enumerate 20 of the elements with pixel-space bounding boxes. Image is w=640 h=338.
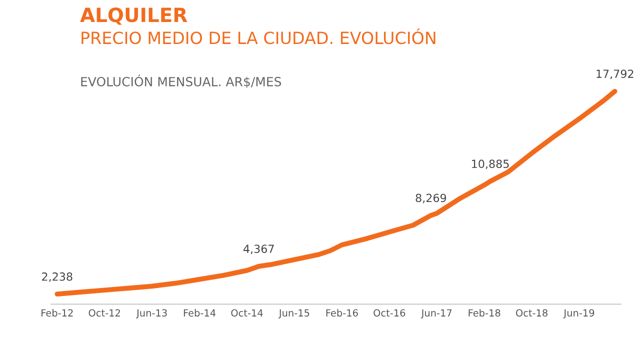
text: EVOLUCIÓN MENSUAL. AR$/MES — [81, 74, 282, 88]
data-label: 2,238 — [42, 272, 72, 282]
data-label: 4,367 — [244, 244, 274, 254]
x-tick-label: Oct-18 — [516, 309, 548, 317]
x-tick-label: Jun-17 — [420, 309, 452, 318]
x-tick-label: Feb-16 — [326, 309, 358, 317]
x-tick-label: Oct-16 — [374, 309, 406, 317]
chart-subtitle: PRECIO MEDIO DE LA CIUDAD. EVOLUCIÓN — [82, 28, 436, 44]
data-label: 8,269 — [416, 194, 446, 204]
chart-title: ALQUILER — [80, 8, 188, 25]
x-tick-label: Oct-12 — [88, 309, 120, 317]
x-tick-label: Oct-14 — [231, 309, 263, 317]
x-tick-label: Feb-14 — [184, 309, 216, 317]
data-label: 17,792 — [596, 70, 634, 80]
x-tick-label: Feb-12 — [42, 309, 73, 317]
x-tick-label: Feb-18 — [468, 309, 500, 317]
x-tick-label: Jun-19 — [563, 309, 594, 318]
data-label: 10,885 — [472, 160, 509, 170]
x-tick-label: Jun-15 — [278, 309, 310, 318]
x-tick-label: Jun-13 — [136, 309, 167, 318]
